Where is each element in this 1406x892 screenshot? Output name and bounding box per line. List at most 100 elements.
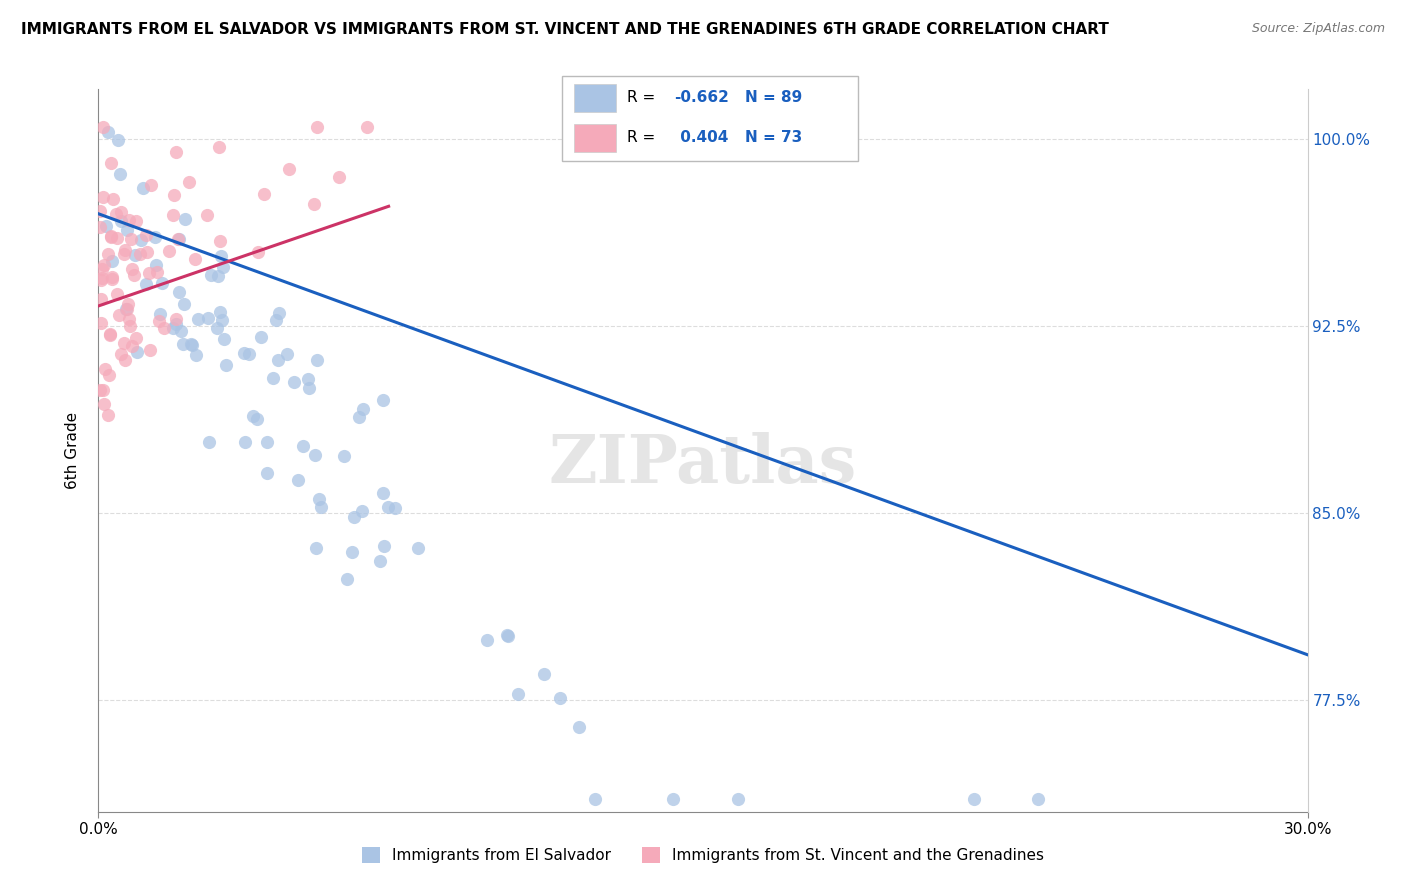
Point	[180, 338, 202, 352]
Point	[138, 343, 160, 358]
Point	[246, 412, 269, 426]
Point	[963, 792, 986, 806]
Point	[406, 541, 429, 556]
Point	[93, 190, 115, 204]
Point	[311, 500, 333, 514]
Point	[129, 232, 152, 246]
Point	[89, 220, 111, 235]
Point	[266, 353, 288, 368]
FancyBboxPatch shape	[574, 124, 616, 152]
Point	[97, 368, 120, 383]
Point	[170, 324, 193, 338]
Point	[115, 222, 138, 236]
Point	[197, 208, 219, 222]
Text: N = 73: N = 73	[745, 130, 803, 145]
Point	[101, 253, 124, 268]
Point	[328, 170, 350, 185]
Point	[135, 277, 157, 292]
Point	[157, 244, 180, 259]
Point	[508, 687, 530, 701]
Point	[267, 306, 290, 320]
Text: N = 89: N = 89	[745, 90, 803, 105]
Point	[167, 232, 190, 246]
Point	[125, 330, 148, 344]
Point	[276, 347, 298, 361]
Point	[173, 212, 195, 227]
Point	[302, 197, 325, 211]
Point	[200, 268, 222, 282]
Point	[384, 500, 406, 515]
Point	[90, 292, 112, 306]
Point	[215, 358, 238, 372]
Point	[727, 792, 749, 806]
Point	[112, 336, 135, 351]
Point	[233, 434, 256, 449]
Point	[167, 232, 190, 246]
Point	[165, 312, 187, 326]
Point	[349, 410, 371, 425]
Point	[209, 249, 232, 263]
FancyBboxPatch shape	[562, 76, 858, 161]
Point	[104, 207, 127, 221]
Point	[149, 307, 172, 321]
Point	[122, 268, 145, 282]
Point	[287, 474, 309, 488]
Point	[232, 346, 254, 360]
Point	[90, 272, 112, 286]
Text: IMMIGRANTS FROM EL SALVADOR VS IMMIGRANTS FROM ST. VINCENT AND THE GRENADINES 6T: IMMIGRANTS FROM EL SALVADOR VS IMMIGRANT…	[21, 22, 1109, 37]
FancyBboxPatch shape	[574, 85, 616, 112]
Point	[145, 229, 167, 244]
Point	[163, 188, 186, 202]
Point	[165, 317, 187, 331]
Point	[184, 252, 207, 266]
Point	[250, 330, 273, 344]
Point	[298, 381, 321, 395]
Point	[238, 347, 260, 361]
Point	[208, 234, 231, 248]
Point	[110, 214, 132, 228]
Point	[132, 181, 155, 195]
Point	[368, 554, 391, 568]
Point	[139, 178, 162, 193]
Point	[108, 167, 131, 181]
Point	[256, 434, 278, 449]
Point	[292, 439, 315, 453]
Point	[145, 258, 167, 272]
Point	[173, 296, 195, 310]
Point	[475, 633, 498, 648]
Point	[93, 258, 115, 272]
Point	[264, 313, 287, 327]
Point	[97, 408, 120, 422]
Point	[187, 312, 209, 326]
Point	[340, 545, 363, 559]
Point	[114, 301, 136, 316]
Point	[373, 486, 395, 500]
Point	[246, 245, 269, 260]
Point	[121, 339, 143, 353]
Point	[110, 205, 132, 219]
Point	[120, 231, 142, 245]
Point	[125, 345, 148, 359]
Point	[96, 219, 118, 233]
Point	[1026, 792, 1049, 806]
Point	[350, 504, 373, 518]
Point	[283, 375, 305, 389]
Point	[105, 287, 128, 301]
Point	[212, 260, 235, 274]
Point	[356, 120, 378, 134]
Point	[124, 248, 146, 262]
Point	[533, 667, 555, 681]
Point	[97, 125, 120, 139]
Point	[153, 321, 176, 335]
Point	[214, 332, 236, 346]
Point	[567, 720, 589, 734]
Point	[180, 337, 202, 351]
Point	[242, 409, 264, 424]
Point	[150, 277, 173, 291]
Text: 0.404: 0.404	[675, 130, 728, 145]
Point	[172, 337, 194, 351]
Point	[352, 401, 374, 416]
Point	[100, 272, 122, 286]
Point	[110, 347, 132, 361]
Point	[496, 628, 519, 642]
